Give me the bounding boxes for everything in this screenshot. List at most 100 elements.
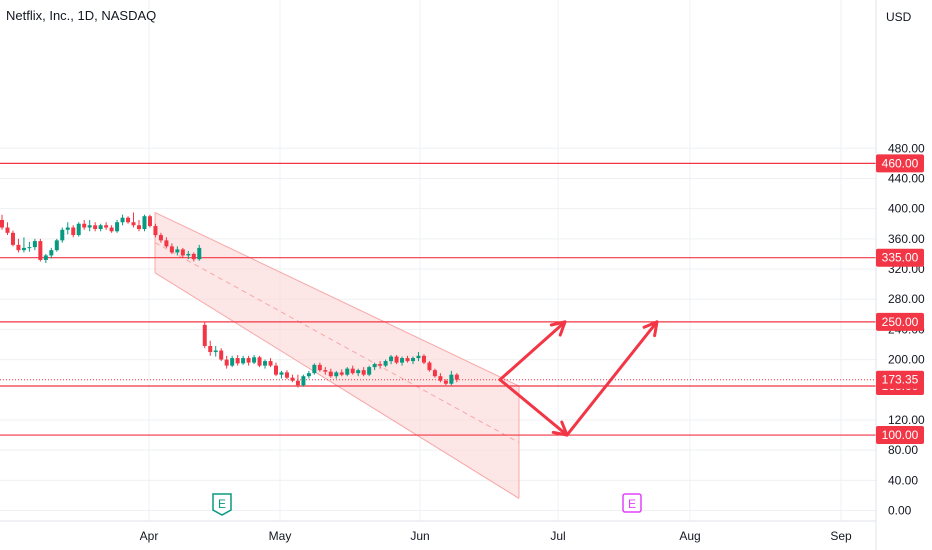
candle-body — [158, 235, 163, 241]
candle-down — [10, 230, 15, 247]
candle-body — [394, 356, 399, 363]
time-tick-label: Apr — [140, 529, 159, 543]
candle-body — [405, 358, 410, 362]
price-tick-label: 480.00 — [888, 141, 925, 155]
candle-down — [191, 252, 196, 262]
candle-body — [126, 217, 131, 223]
level-label-bg — [876, 154, 924, 173]
candle-down — [438, 373, 443, 383]
earnings-label: E — [628, 497, 636, 511]
candle-body — [312, 364, 317, 374]
price-tick-label: 280.00 — [888, 292, 925, 306]
arrow-up-to-250 — [498, 320, 567, 382]
level-label: 100.00 — [882, 428, 919, 442]
candle-up — [449, 370, 454, 386]
candle-body — [93, 225, 98, 230]
candle-body — [339, 372, 344, 375]
candle-body — [54, 240, 59, 251]
candle-body — [213, 350, 218, 353]
candle-up — [43, 253, 48, 263]
candle-down — [158, 232, 163, 243]
arrow-up-to-250-head — [549, 320, 567, 337]
candle-up — [32, 238, 37, 251]
candle-up — [241, 355, 246, 365]
candle-up — [76, 222, 81, 237]
channel-upper-line — [154, 211, 520, 387]
candle-down — [202, 321, 207, 349]
candle-up — [175, 246, 180, 256]
last-price-label-bg — [876, 370, 924, 389]
candle-body — [350, 368, 355, 374]
candle-body — [27, 247, 32, 249]
time-tick-label: Aug — [679, 529, 700, 543]
time-axis[interactable]: Apr May Jun Jul Aug Sep — [140, 529, 852, 543]
candle-body — [284, 372, 289, 378]
candle-up — [87, 219, 92, 232]
candle-body — [268, 361, 273, 366]
candle-up — [60, 227, 65, 243]
candle-body — [301, 376, 306, 386]
candle-body — [356, 370, 361, 374]
candle-down — [180, 247, 185, 258]
candle-body — [345, 368, 350, 375]
candle-down — [246, 355, 251, 366]
candle-body — [367, 367, 372, 375]
last-price-label: 173.35 — [882, 373, 919, 387]
price-tick-label: 400.00 — [888, 202, 925, 216]
price-tick-label: 360.00 — [888, 232, 925, 246]
candle-body — [115, 222, 120, 232]
candle-down — [284, 370, 289, 380]
candle-down — [71, 225, 76, 238]
candle-body — [175, 249, 180, 253]
candle-body — [257, 357, 262, 366]
candle-body — [180, 249, 185, 256]
price-axis[interactable]: 480.00440.00400.00360.00320.00280.00240.… — [888, 141, 925, 517]
projection-arrows — [498, 320, 659, 437]
candle-up — [21, 237, 26, 253]
candle-body — [164, 240, 169, 247]
candle-up — [372, 362, 377, 371]
currency-label: USD — [886, 10, 912, 24]
candle-up — [65, 222, 70, 235]
candle-body — [104, 225, 109, 228]
earnings-marker[interactable]: E — [212, 493, 232, 516]
candle-down — [317, 362, 322, 372]
candle-down — [421, 354, 426, 365]
candle-body — [43, 255, 48, 260]
candle-down — [16, 238, 21, 253]
level-label: 460.00 — [882, 156, 919, 170]
candle-body — [16, 244, 21, 251]
channel-mid-line — [154, 242, 520, 444]
candle-down — [405, 355, 410, 363]
candle-body — [109, 227, 114, 232]
earnings-marker[interactable]: E — [622, 493, 642, 513]
candle-down — [427, 361, 432, 372]
candle-down — [5, 222, 10, 236]
price-tick-label: 440.00 — [888, 171, 925, 185]
candle-body — [71, 227, 76, 236]
candle-body — [438, 376, 443, 381]
candle-body — [317, 364, 322, 371]
level-label-bg — [876, 248, 924, 267]
candle-body — [334, 372, 339, 377]
candle-body — [98, 225, 103, 230]
earnings-icon — [622, 493, 642, 513]
candle-body — [427, 362, 432, 371]
candle-body — [323, 370, 328, 372]
candle-up — [416, 352, 421, 362]
candle-down — [137, 219, 141, 232]
candle-body — [454, 374, 459, 380]
candle-body — [279, 372, 284, 375]
arrow-rebound-to-250-head — [642, 320, 659, 338]
candle-up — [230, 355, 235, 368]
candle-down — [164, 237, 169, 248]
candle-up — [27, 241, 32, 252]
candle-up — [252, 355, 257, 365]
candle-body — [65, 227, 70, 230]
candle-up — [345, 367, 350, 377]
level-label-bg — [876, 426, 924, 445]
candle-body — [147, 216, 152, 227]
candle-up — [411, 356, 415, 365]
